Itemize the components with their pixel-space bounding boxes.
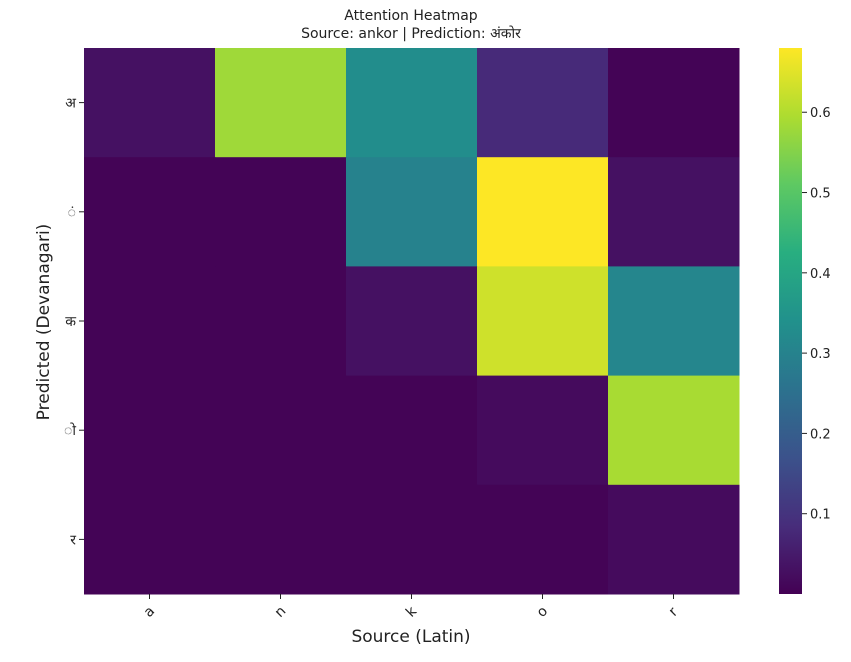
colorbar-tick-label: 0.2 — [810, 427, 831, 442]
heatmap-cell — [84, 375, 216, 486]
y-tick-label: र — [70, 532, 76, 548]
y-tick-label: ं — [68, 205, 76, 221]
heatmap-cell — [346, 484, 478, 595]
heatmap-cell — [346, 157, 478, 267]
heatmap-cell — [477, 375, 609, 486]
heatmap-cell — [608, 484, 740, 595]
heatmap-cell — [346, 375, 478, 486]
x-tick-label: n — [272, 603, 290, 621]
colorbar-tick-label: 0.1 — [810, 508, 831, 523]
heatmap-cell — [608, 266, 740, 377]
heatmap-cell — [84, 266, 216, 377]
heatmap-cell — [608, 48, 740, 158]
heatmap-cell — [215, 266, 347, 377]
heatmap-cell — [84, 157, 216, 267]
x-tick-label: o — [534, 603, 551, 620]
heatmap-cell — [84, 48, 216, 158]
heatmap-cell — [84, 484, 216, 595]
y-axis-ticks: अं को र — [64, 96, 84, 548]
y-tick-label: क — [65, 314, 76, 330]
chart-subtitle: Source: ankor | Prediction: अंकोर — [301, 25, 521, 42]
heatmap-cell — [215, 375, 347, 486]
heatmap-cell — [215, 48, 347, 158]
x-tick-label: a — [141, 603, 158, 620]
heatmap-cell — [477, 157, 609, 267]
y-tick-label: ो — [64, 422, 76, 439]
x-axis-label: Source (Latin) — [351, 627, 470, 647]
colorbar-tick-label: 0.4 — [810, 267, 831, 282]
y-axis-label: Predicted (Devanagari) — [34, 224, 54, 421]
heatmap-grid — [84, 48, 740, 595]
chart-title: Attention Heatmap — [344, 8, 477, 24]
heatmap-cell — [477, 48, 609, 158]
y-tick-label: अ — [65, 96, 76, 112]
colorbar — [779, 48, 802, 594]
heatmap-cell — [346, 266, 478, 377]
heatmap-cell — [608, 157, 740, 267]
x-tick-label: k — [403, 603, 421, 621]
heatmap-cell — [477, 266, 609, 377]
colorbar-tick-label: 0.3 — [810, 347, 831, 362]
x-tick-label: r — [666, 604, 682, 620]
heatmap-cell — [608, 375, 740, 486]
heatmap-cell — [215, 484, 347, 595]
colorbar-ticks: 0.1 0.2 0.3 0.4 0.5 0.6 — [802, 106, 831, 523]
heatmap-cell — [346, 48, 478, 158]
heatmap-cell — [215, 157, 347, 267]
heatmap-cell — [477, 484, 609, 595]
colorbar-tick-label: 0.5 — [810, 187, 831, 202]
colorbar-tick-label: 0.6 — [810, 106, 831, 121]
